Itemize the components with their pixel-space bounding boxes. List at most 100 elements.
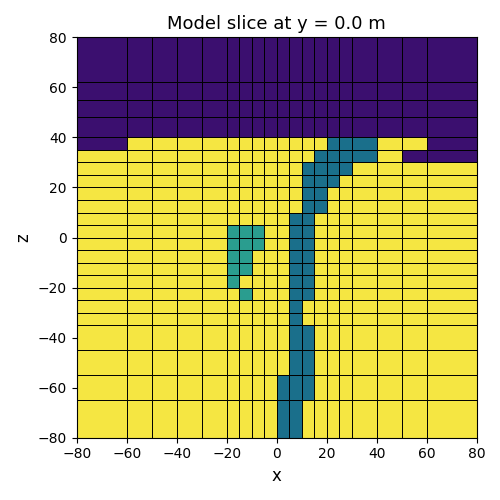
Bar [177,238,202,250]
Bar [152,288,177,300]
Bar [264,325,277,350]
Bar [264,200,277,212]
Bar [340,150,352,162]
Bar [327,82,340,100]
Bar [277,118,289,138]
Bar [340,212,352,225]
Bar [177,175,202,188]
Bar [377,200,402,212]
Bar [427,188,477,200]
Bar [240,262,252,275]
Bar [177,162,202,175]
Bar [277,138,289,150]
Bar [202,100,227,117]
Bar [152,312,177,325]
Bar [177,212,202,225]
Bar [76,212,126,225]
Bar [302,325,314,350]
Bar [314,225,327,237]
Bar [252,100,264,117]
Bar [377,118,402,138]
Bar [377,150,402,162]
Bar [76,375,126,400]
Bar [202,200,227,212]
Bar [252,175,264,188]
Bar [327,225,340,237]
Bar [240,288,252,300]
Bar [314,375,327,400]
Bar [377,262,402,275]
Bar [252,325,264,350]
Bar [264,350,277,375]
Bar [352,400,377,438]
Bar [340,238,352,250]
Bar [252,200,264,212]
Bar [76,188,126,200]
Bar [227,288,239,300]
Bar [314,200,327,212]
Bar [264,188,277,200]
Bar [152,250,177,262]
Bar [76,82,126,100]
Bar [427,275,477,287]
Bar [427,262,477,275]
Bar [240,38,252,82]
Bar [302,212,314,225]
Bar [227,188,239,200]
Bar [402,312,427,325]
Bar [327,350,340,375]
Bar [290,312,302,325]
Bar [352,188,377,200]
Bar [352,325,377,350]
Bar [402,150,427,162]
Bar [352,162,377,175]
Bar [177,325,202,350]
Bar [377,38,402,82]
Bar [202,238,227,250]
Bar [227,300,239,312]
Bar [240,312,252,325]
Bar [277,300,289,312]
Bar [177,262,202,275]
Bar [402,288,427,300]
Bar [314,188,327,200]
Bar [377,350,402,375]
Bar [340,38,352,82]
Bar [240,150,252,162]
Bar [76,400,126,438]
Bar [252,162,264,175]
Bar [327,288,340,300]
Bar [177,200,202,212]
Bar [277,250,289,262]
Bar [76,312,126,325]
Bar [264,175,277,188]
Bar [427,38,477,82]
Bar [290,138,302,150]
Bar [290,300,302,312]
Bar [340,275,352,287]
Bar [340,118,352,138]
Bar [327,212,340,225]
Bar [252,300,264,312]
Bar [264,238,277,250]
Bar [290,375,302,400]
Bar [314,82,327,100]
Bar [302,38,314,82]
Bar [202,175,227,188]
Bar [76,162,126,175]
Bar [177,100,202,117]
Bar [352,118,377,138]
Bar [352,225,377,237]
Bar [340,100,352,117]
Bar [152,138,177,150]
Bar [264,82,277,100]
Bar [177,275,202,287]
Bar [352,312,377,325]
Bar [427,238,477,250]
Bar [327,312,340,325]
Bar [377,162,402,175]
Bar [202,150,227,162]
Bar [352,350,377,375]
Bar [252,138,264,150]
Bar [340,350,352,375]
